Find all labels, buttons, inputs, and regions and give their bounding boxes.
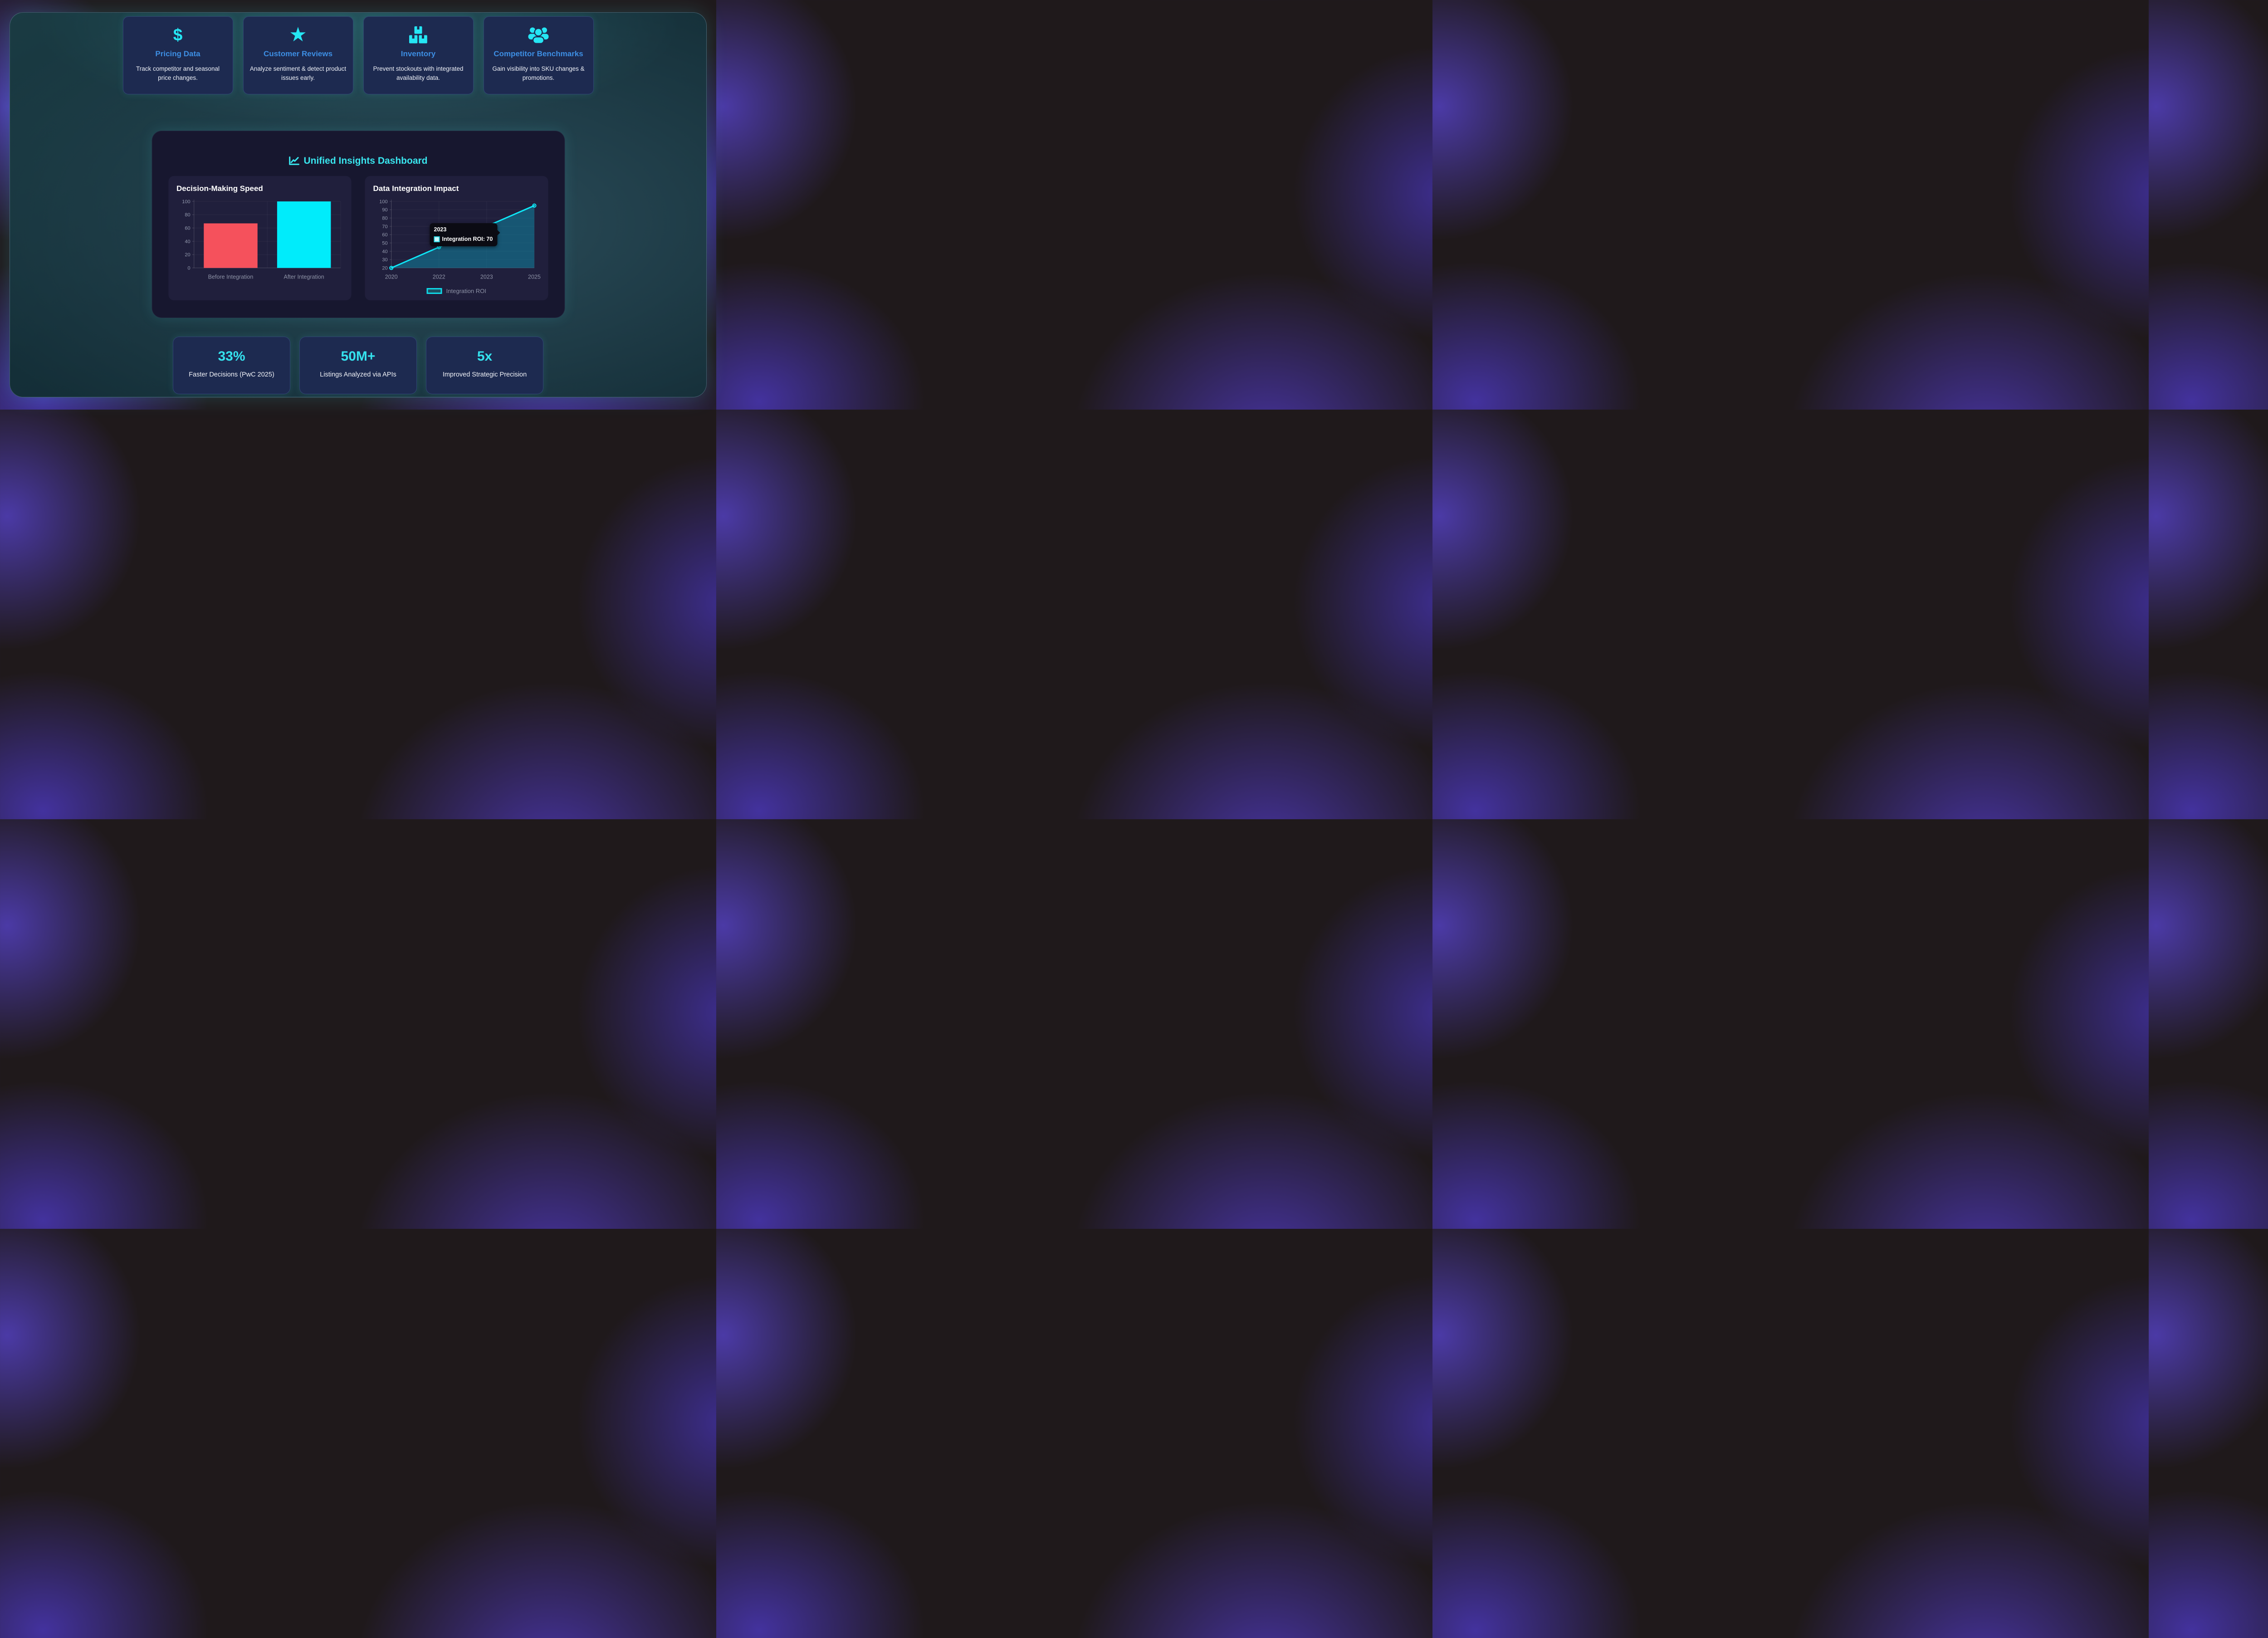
- stat-label: Improved Strategic Precision: [442, 371, 527, 378]
- data-point-2020[interactable]: [389, 266, 394, 270]
- stat-label: Faster Decisions (PwC 2025): [189, 371, 274, 378]
- feature-cards-row: $ Pricing Data Track competitor and seas…: [10, 16, 706, 94]
- tooltip-label: Integration ROI: 70: [442, 236, 493, 242]
- bar-chart-card: Decision-Making Speed 0 20 40 60 80 100 Before…: [168, 176, 352, 300]
- y-tick-label: 60: [185, 226, 190, 231]
- feature-card-description: Analyze sentiment & detect product issue…: [249, 65, 347, 81]
- feature-card-description: Prevent stockouts with integrated availa…: [373, 65, 464, 81]
- dollar-icon: $: [173, 25, 183, 44]
- stat-value: 50M+: [341, 349, 376, 364]
- feature-card-title: Competitor Benchmarks: [494, 49, 583, 58]
- y-tick-label: 0: [187, 265, 190, 271]
- x-tick-label: 2022: [433, 274, 445, 280]
- y-tick-label: 40: [185, 239, 190, 244]
- stat-value: 5x: [477, 349, 493, 364]
- feature-card-description: Track competitor and seasonal price chan…: [136, 65, 220, 81]
- boxes-icon: [370, 25, 467, 45]
- stat-value: 33%: [218, 349, 245, 364]
- x-category-label: Before Integration: [208, 274, 253, 280]
- users-icon: [490, 25, 587, 45]
- stat-card-faster-decisions: 33% Faster Decisions (PwC 2025): [173, 337, 290, 394]
- chart-legend[interactable]: Integration ROI: [372, 288, 541, 294]
- y-tick-label: 60: [382, 232, 387, 238]
- x-tick-label: 2020: [385, 274, 398, 280]
- chart-tooltip: 2023 Integration ROI: 70: [430, 223, 500, 246]
- charts-row: Decision-Making Speed 0 20 40 60 80 100 Before…: [152, 176, 564, 300]
- y-tick-label: 100: [379, 199, 387, 205]
- stat-card-strategic-precision: 5x Improved Strategic Precision: [426, 337, 543, 394]
- y-tick-label: 80: [185, 212, 190, 218]
- x-tick-label: 2023: [480, 274, 493, 280]
- legend-swatch: [426, 288, 442, 294]
- y-tick-label: 40: [382, 249, 387, 254]
- x-category-label: After Integration: [284, 274, 324, 280]
- line-chart-card: Data Integration Impact 20 30 40 50 60 70 80 90…: [365, 176, 548, 300]
- y-tick-label: 50: [382, 240, 387, 246]
- feature-card-pricing-data: $ Pricing Data Track competitor and seas…: [122, 16, 233, 94]
- feature-card-customer-reviews: ★ Customer Reviews Analyze sentiment & d…: [243, 16, 353, 94]
- y-tick-label: 70: [382, 224, 387, 230]
- tooltip-swatch: [434, 236, 440, 242]
- y-tick-label: 30: [382, 257, 387, 263]
- chart-line-icon: [288, 156, 299, 166]
- panel-title-text: Unified Insights Dashboard: [303, 156, 428, 166]
- bar-After Integration[interactable]: [277, 201, 331, 268]
- feature-card-title: Inventory: [401, 49, 436, 58]
- unified-insights-panel: Unified Insights Dashboard Decision-Maki…: [152, 131, 565, 318]
- legend-label: Integration ROI: [446, 287, 486, 294]
- tooltip-title: 2023: [434, 226, 447, 233]
- star-icon: ★: [289, 24, 307, 46]
- y-tick-label: 80: [382, 216, 387, 221]
- feature-card-title: Pricing Data: [155, 49, 200, 58]
- main-container: $ Pricing Data Track competitor and seas…: [10, 12, 707, 397]
- bar-Before Integration[interactable]: [203, 223, 258, 268]
- y-tick-label: 20: [382, 265, 387, 271]
- bar-chart-title: Decision-Making Speed: [176, 184, 263, 193]
- line-chart-title: Data Integration Impact: [373, 184, 459, 193]
- stat-card-listings-analyzed: 50M+ Listings Analyzed via APIs: [299, 337, 417, 394]
- feature-card-title: Customer Reviews: [263, 49, 333, 58]
- x-tick-label: 2025: [528, 274, 541, 280]
- stat-label: Listings Analyzed via APIs: [320, 371, 396, 378]
- feature-card-description: Gain visibility into SKU changes & promo…: [492, 65, 585, 81]
- y-tick-label: 20: [185, 252, 190, 258]
- feature-card-competitor-benchmarks: Competitor Benchmarks Gain visibility in…: [483, 16, 594, 94]
- bar-chart[interactable]: 0 20 40 60 80 100 Before Integration After Inte…: [176, 195, 344, 286]
- stats-row: 33% Faster Decisions (PwC 2025) 50M+ Lis…: [10, 337, 706, 394]
- data-point-2025[interactable]: [532, 203, 537, 208]
- panel-title: Unified Insights Dashboard: [152, 156, 564, 166]
- y-tick-label: 100: [182, 199, 190, 205]
- feature-card-inventory: Inventory Prevent stockouts with integra…: [363, 16, 474, 94]
- y-tick-label: 90: [382, 207, 387, 213]
